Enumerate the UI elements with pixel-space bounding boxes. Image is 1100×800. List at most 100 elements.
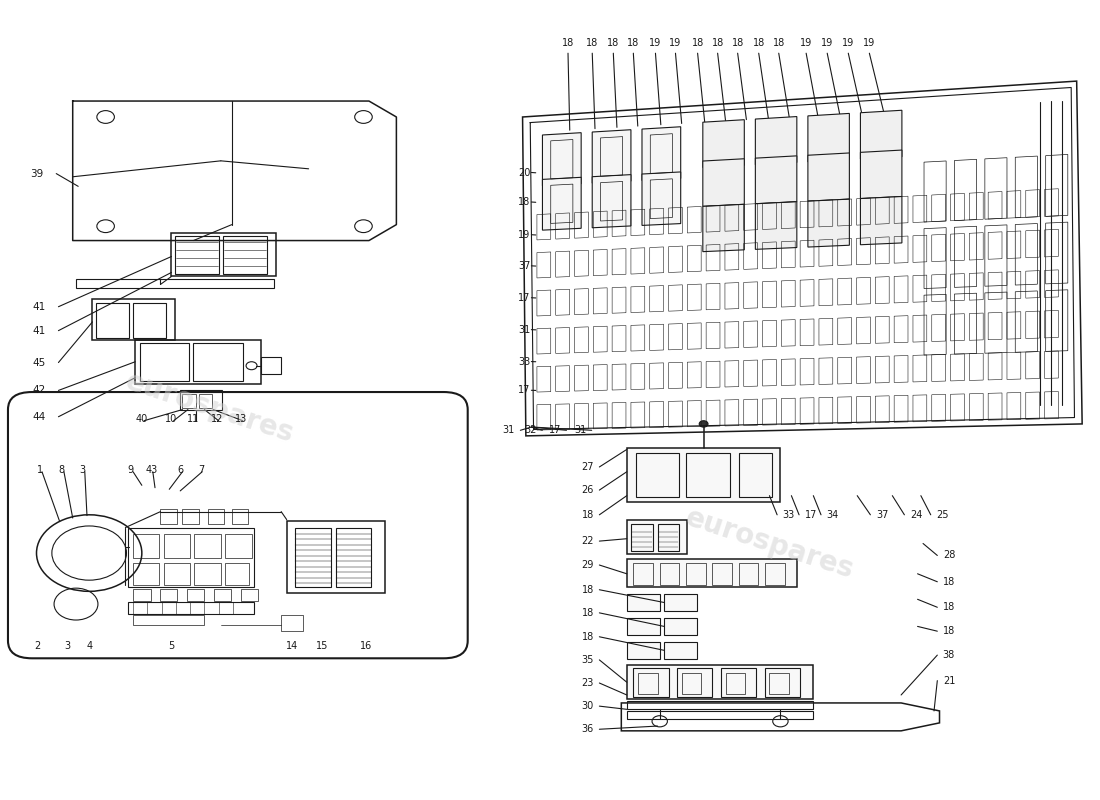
Text: 18: 18 bbox=[582, 585, 594, 594]
Bar bbox=[287, 521, 385, 593]
Polygon shape bbox=[756, 156, 796, 204]
Text: 43: 43 bbox=[145, 465, 157, 475]
Text: eurospares: eurospares bbox=[682, 503, 857, 584]
Bar bbox=[627, 711, 813, 719]
Polygon shape bbox=[542, 178, 581, 230]
Bar bbox=[631, 523, 653, 551]
Bar bbox=[208, 510, 224, 523]
Bar bbox=[160, 589, 177, 601]
Text: 35: 35 bbox=[582, 655, 594, 665]
Polygon shape bbox=[807, 153, 849, 201]
Bar bbox=[627, 642, 660, 659]
Text: 22: 22 bbox=[582, 536, 594, 546]
Bar bbox=[223, 236, 267, 274]
Text: 18: 18 bbox=[772, 38, 785, 48]
Text: 17: 17 bbox=[549, 426, 561, 435]
Polygon shape bbox=[703, 120, 745, 167]
Text: 33: 33 bbox=[518, 357, 530, 366]
Bar bbox=[133, 615, 205, 625]
Text: 18: 18 bbox=[562, 38, 574, 48]
Polygon shape bbox=[592, 174, 631, 228]
Bar bbox=[722, 668, 757, 697]
Bar bbox=[678, 668, 713, 697]
Text: 37: 37 bbox=[518, 261, 530, 271]
Polygon shape bbox=[642, 172, 681, 226]
Bar bbox=[634, 562, 653, 585]
Polygon shape bbox=[522, 81, 1082, 436]
Text: 11: 11 bbox=[187, 414, 199, 424]
Polygon shape bbox=[703, 158, 745, 206]
Text: 21: 21 bbox=[943, 676, 955, 686]
Bar bbox=[175, 236, 219, 274]
Text: 32: 32 bbox=[525, 426, 537, 435]
Text: 17: 17 bbox=[518, 386, 530, 395]
Polygon shape bbox=[860, 150, 902, 198]
Bar bbox=[172, 233, 276, 277]
Bar bbox=[296, 528, 331, 587]
Bar bbox=[638, 674, 658, 694]
Text: 40: 40 bbox=[135, 414, 149, 424]
Text: 37: 37 bbox=[876, 510, 889, 520]
Text: 18: 18 bbox=[518, 198, 530, 207]
Text: 31: 31 bbox=[503, 426, 515, 435]
Bar bbox=[627, 448, 780, 502]
Text: 29: 29 bbox=[582, 560, 594, 570]
Bar bbox=[226, 534, 252, 558]
Text: 31: 31 bbox=[574, 426, 586, 435]
Text: 14: 14 bbox=[286, 641, 298, 650]
Bar bbox=[195, 562, 221, 585]
Text: 44: 44 bbox=[32, 412, 45, 422]
Text: 18: 18 bbox=[732, 38, 744, 48]
Text: 18: 18 bbox=[943, 602, 955, 612]
Text: 2: 2 bbox=[34, 641, 41, 650]
Circle shape bbox=[700, 421, 708, 427]
Bar bbox=[739, 454, 771, 498]
Bar bbox=[133, 302, 166, 338]
Text: 16: 16 bbox=[360, 641, 372, 650]
Text: 38: 38 bbox=[943, 650, 955, 660]
Bar bbox=[627, 520, 688, 554]
Bar bbox=[769, 674, 789, 694]
Bar bbox=[713, 562, 733, 585]
Text: 4: 4 bbox=[86, 641, 92, 650]
Bar bbox=[135, 340, 262, 384]
Text: 15: 15 bbox=[316, 641, 328, 650]
Bar bbox=[682, 674, 702, 694]
Bar bbox=[686, 454, 730, 498]
Bar bbox=[161, 510, 177, 523]
Bar bbox=[76, 279, 274, 288]
Text: 10: 10 bbox=[165, 414, 177, 424]
Text: 28: 28 bbox=[943, 550, 955, 561]
Bar bbox=[226, 562, 250, 585]
Bar bbox=[194, 343, 243, 381]
Text: 30: 30 bbox=[582, 701, 594, 711]
Text: 18: 18 bbox=[582, 510, 594, 520]
Text: 8: 8 bbox=[58, 465, 65, 475]
Bar bbox=[627, 618, 660, 635]
Text: 18: 18 bbox=[712, 38, 724, 48]
Text: 18: 18 bbox=[582, 632, 594, 642]
Text: 25: 25 bbox=[936, 510, 948, 520]
Bar bbox=[96, 302, 129, 338]
Text: 3: 3 bbox=[79, 465, 86, 475]
Text: 19: 19 bbox=[821, 38, 834, 48]
Bar bbox=[726, 674, 746, 694]
Polygon shape bbox=[756, 202, 796, 250]
Bar bbox=[336, 528, 371, 587]
Bar bbox=[627, 559, 796, 587]
Text: 3: 3 bbox=[64, 641, 70, 650]
Text: 6: 6 bbox=[177, 465, 184, 475]
Bar bbox=[133, 534, 160, 558]
Text: 20: 20 bbox=[518, 168, 530, 178]
Polygon shape bbox=[860, 110, 902, 159]
Bar bbox=[241, 589, 258, 601]
Text: 27: 27 bbox=[582, 462, 594, 472]
Text: 18: 18 bbox=[692, 38, 704, 48]
Text: 45: 45 bbox=[32, 358, 45, 367]
Text: 17: 17 bbox=[518, 293, 530, 303]
Bar bbox=[128, 602, 254, 614]
Text: 18: 18 bbox=[943, 577, 955, 586]
Bar bbox=[199, 394, 212, 408]
Text: 18: 18 bbox=[582, 608, 594, 618]
Bar bbox=[664, 618, 697, 635]
